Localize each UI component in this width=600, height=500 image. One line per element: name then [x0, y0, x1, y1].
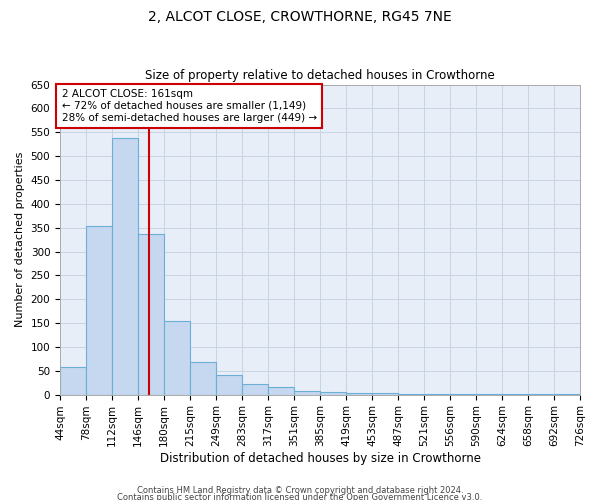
Y-axis label: Number of detached properties: Number of detached properties [15, 152, 25, 328]
Bar [190, 362, 216, 394]
Bar [294, 391, 320, 394]
Title: Size of property relative to detached houses in Crowthorne: Size of property relative to detached ho… [145, 69, 495, 82]
Bar [372, 393, 398, 394]
Bar [216, 374, 242, 394]
Bar [268, 388, 294, 394]
Bar [86, 226, 112, 394]
Bar [242, 384, 268, 394]
Bar [112, 138, 138, 394]
Text: Contains HM Land Registry data © Crown copyright and database right 2024.: Contains HM Land Registry data © Crown c… [137, 486, 463, 495]
Text: 2 ALCOT CLOSE: 161sqm
← 72% of detached houses are smaller (1,149)
28% of semi-d: 2 ALCOT CLOSE: 161sqm ← 72% of detached … [62, 90, 317, 122]
Bar [346, 392, 372, 394]
Text: 2, ALCOT CLOSE, CROWTHORNE, RG45 7NE: 2, ALCOT CLOSE, CROWTHORNE, RG45 7NE [148, 10, 452, 24]
Bar [320, 392, 346, 394]
Bar [164, 321, 190, 394]
Bar [60, 368, 86, 394]
Text: Contains public sector information licensed under the Open Government Licence v3: Contains public sector information licen… [118, 494, 482, 500]
X-axis label: Distribution of detached houses by size in Crowthorne: Distribution of detached houses by size … [160, 452, 481, 465]
Bar [138, 234, 164, 394]
